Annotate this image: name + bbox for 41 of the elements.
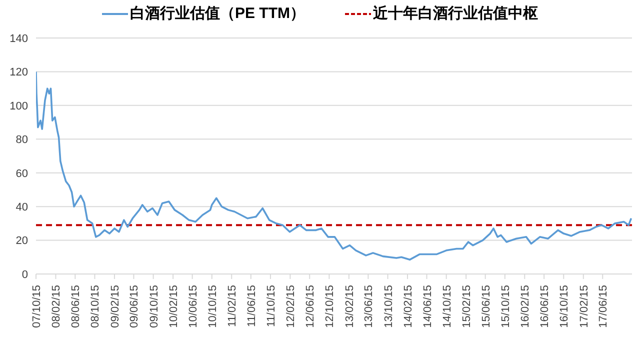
y-tick-label: 120 — [10, 66, 28, 79]
y-tick-label: 20 — [16, 235, 28, 248]
x-tick-label: 09/06/15 — [128, 285, 141, 328]
x-tick-label: 15/06/15 — [480, 285, 492, 328]
x-tick-label: 17/02/15 — [578, 285, 590, 328]
legend-label: 白酒行业估值（PE TTM） — [130, 4, 305, 23]
x-tick-label: 16/06/15 — [539, 285, 552, 328]
y-tick-label: 0 — [22, 268, 28, 281]
x-tick-label: 11/02/15 — [226, 285, 239, 328]
x-tick-label: 14/02/15 — [402, 285, 414, 328]
x-tick-label: 13/06/15 — [363, 285, 376, 328]
x-tick-label: 10/02/15 — [168, 285, 180, 328]
x-tick-label: 15/02/15 — [461, 285, 474, 328]
legend-label: 近十年白酒行业估值中枢 — [373, 4, 538, 23]
y-tick-label: 100 — [10, 100, 28, 112]
x-tick-label: 08/06/15 — [70, 285, 82, 328]
x-tick-label: 12/10/15 — [324, 285, 336, 328]
x-tick-label: 10/06/15 — [187, 285, 200, 328]
x-tick-label: 12/06/15 — [304, 285, 317, 328]
x-tick-label: 10/10/15 — [206, 285, 219, 328]
x-tick-label: 13/10/15 — [382, 285, 395, 328]
y-tick-label: 60 — [16, 168, 28, 180]
x-tick-label: 12/02/15 — [285, 285, 298, 328]
x-tick-label: 07/10/15 — [31, 285, 43, 328]
x-tick-label: 09/02/15 — [109, 285, 122, 328]
x-tick-label: 16/10/15 — [558, 285, 571, 328]
x-tick-label: 11/10/15 — [265, 285, 278, 328]
x-tick-label: 13/02/15 — [344, 285, 356, 328]
y-tick-label: 80 — [16, 134, 28, 146]
x-tick-label: 09/10/15 — [148, 285, 160, 328]
y-tick-label: 140 — [10, 32, 28, 45]
y-tick-label: 40 — [16, 201, 28, 214]
x-tick-label: 08/02/15 — [50, 285, 63, 328]
x-tick-label: 14/06/15 — [422, 285, 434, 328]
x-tick-label: 17/06/15 — [598, 285, 610, 328]
x-tick-label: 14/10/15 — [441, 285, 454, 328]
x-tick-label: 15/10/15 — [500, 285, 512, 328]
x-tick-label: 08/10/15 — [90, 285, 102, 328]
line-series — [36, 70, 632, 261]
x-tick-label: 11/06/15 — [246, 285, 258, 328]
x-tick-label: 16/02/15 — [520, 285, 532, 328]
